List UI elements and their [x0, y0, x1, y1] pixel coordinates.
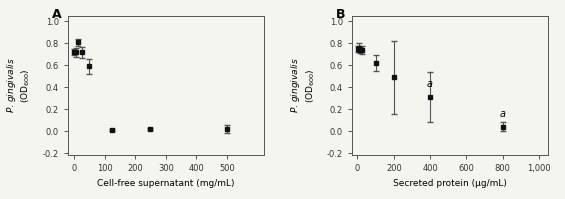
X-axis label: Cell-free supernatant (mg/mL): Cell-free supernatant (mg/mL) — [97, 179, 234, 188]
Text: a: a — [427, 79, 433, 89]
Text: $\it{P}$. $\it{gingivalis}$
(OD$_{600}$): $\it{P}$. $\it{gingivalis}$ (OD$_{600}$) — [289, 58, 316, 113]
Text: $\it{P}$. $\it{gingivalis}$
(OD$_{600}$): $\it{P}$. $\it{gingivalis}$ (OD$_{600}$) — [5, 58, 32, 113]
Text: B: B — [336, 8, 346, 20]
Text: a: a — [499, 109, 506, 119]
Text: A: A — [52, 8, 62, 20]
X-axis label: Secreted protein (μg/mL): Secreted protein (μg/mL) — [393, 179, 507, 188]
